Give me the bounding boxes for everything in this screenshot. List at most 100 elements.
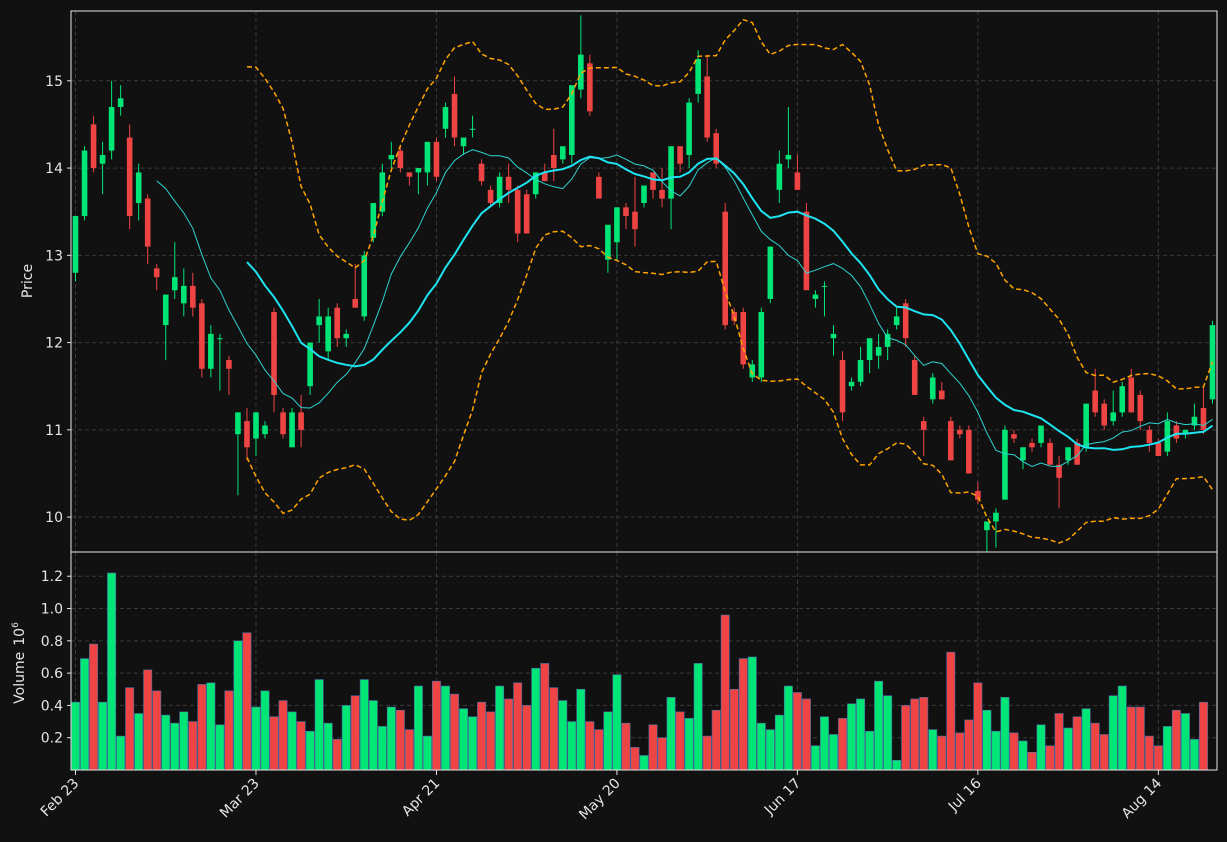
volume-bar (991, 730, 1001, 771)
candle-body (614, 207, 620, 243)
volume-bar (386, 706, 396, 771)
candle-body (153, 268, 160, 278)
volume-bar (1072, 716, 1082, 771)
volume-bar (188, 721, 198, 771)
volume-bar (368, 700, 378, 771)
candle-body (1119, 386, 1126, 413)
volume-bar (468, 716, 478, 771)
candle-body (162, 294, 169, 326)
volume-bar (260, 690, 270, 771)
volume-bar (820, 716, 829, 771)
candle-body (776, 163, 783, 190)
candle-body (514, 189, 521, 234)
volume-bar (910, 698, 920, 771)
volume-bar (278, 700, 288, 771)
volume-bar (161, 714, 171, 771)
volume-bar (89, 643, 99, 771)
volume-bar (774, 714, 784, 771)
candle-body (496, 176, 503, 203)
price-tick-label: 15 (45, 74, 63, 90)
candle-body (1038, 425, 1044, 443)
candle-body (1155, 442, 1162, 457)
candle-body (235, 412, 241, 435)
volume-bar (657, 737, 667, 771)
volume-bar (1063, 727, 1073, 771)
ma-slow-line (156, 149, 1213, 468)
volume-bar (459, 708, 468, 771)
volume-tick-label: 1.0 (41, 602, 63, 618)
volume-bar (134, 713, 144, 771)
candle-body (569, 85, 575, 155)
candle-body (144, 198, 151, 247)
volume-bar (495, 685, 505, 771)
candle-body (893, 316, 900, 326)
volume-bar (422, 735, 432, 771)
volume-bar (332, 739, 342, 771)
volume-bar (143, 669, 153, 771)
volume-tick-label: 0.2 (41, 731, 63, 747)
volume-bar (729, 688, 739, 771)
price-tick-label: 11 (45, 423, 63, 439)
volume-bar (1171, 709, 1181, 771)
candle-body (244, 421, 250, 448)
candle-body (298, 412, 304, 430)
bollinger-lower-line (246, 230, 1214, 544)
volume-bar (792, 692, 802, 771)
volume-bar (432, 680, 441, 771)
candle-body (948, 421, 954, 461)
volume-bar (305, 730, 315, 771)
volume-bar (982, 709, 992, 771)
volume-bar (801, 698, 811, 771)
volume-bar (621, 722, 631, 771)
candle-body (848, 381, 855, 387)
volume-bar (215, 724, 225, 771)
volume-bar (323, 722, 333, 771)
volume-bar (883, 695, 893, 771)
candle-body (857, 360, 864, 382)
candle-body (1002, 429, 1008, 500)
volume-tick-label: 0.4 (41, 698, 63, 714)
candle-body (135, 172, 142, 203)
volume-bar (1180, 713, 1190, 771)
candle-body (1074, 442, 1080, 465)
candle-body (361, 255, 368, 317)
volume-bar (549, 687, 559, 771)
candle-body (226, 360, 232, 369)
volume-bar (206, 682, 216, 771)
candle-body (740, 312, 747, 365)
candle-body (911, 360, 918, 395)
price-panel: 10 11 12 13 14 15 (45, 10, 1218, 553)
volume-tick-label: 0.8 (41, 634, 63, 650)
candle-body (984, 521, 990, 531)
candle-body (605, 224, 611, 260)
volume-bar (233, 640, 243, 771)
volume-bar (359, 679, 369, 771)
volume-bar (838, 718, 847, 771)
volume-bar (1144, 735, 1154, 771)
candle-body (578, 54, 584, 90)
volume-bar (783, 685, 793, 771)
candle-body (1191, 416, 1198, 426)
volume-bar (901, 705, 911, 771)
candle-body (596, 176, 602, 199)
candle-body (559, 146, 566, 160)
candle-body (307, 342, 313, 387)
candle-body (659, 189, 665, 199)
volume-frame (70, 551, 1218, 771)
candle-body (478, 163, 485, 182)
candle-body (1110, 412, 1117, 422)
candle-body (271, 312, 277, 395)
volume-bar (865, 730, 875, 771)
volume-bar (98, 701, 108, 771)
candle-body (1101, 403, 1108, 426)
volume-bar (1090, 722, 1100, 771)
candle-body (722, 211, 729, 326)
volume-bar (603, 711, 613, 771)
volume-axis-label: Volume 106 (11, 622, 28, 704)
volume-bar (1000, 697, 1010, 771)
volume-bar (80, 658, 89, 771)
candle-body (623, 207, 629, 217)
volume-bar (639, 755, 649, 771)
volume-bar (955, 732, 965, 771)
candle-body (487, 189, 494, 203)
